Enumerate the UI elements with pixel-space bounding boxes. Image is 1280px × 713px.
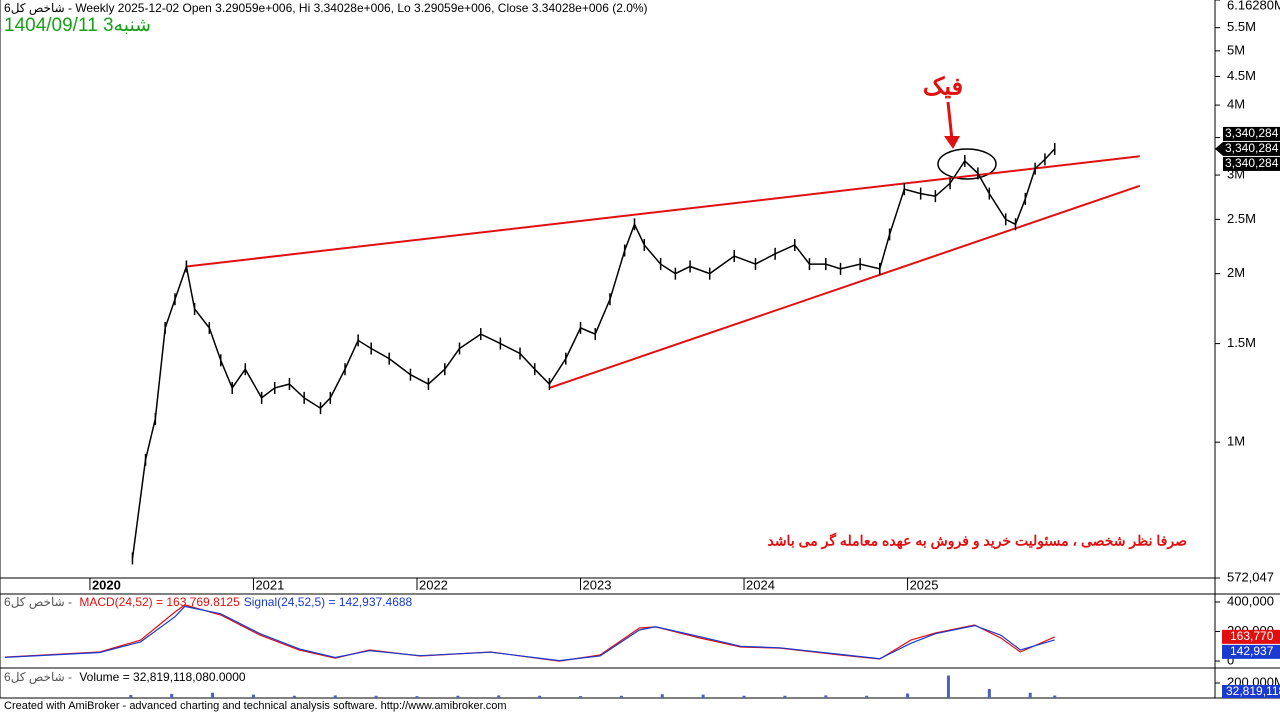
value-tag — [1222, 685, 1280, 698]
y-tick-label: 4M — [1227, 97, 1245, 112]
volume-bar — [170, 693, 174, 698]
price-tag-label: 3,340,284 — [1225, 141, 1279, 155]
volume-bar — [456, 695, 460, 698]
volume-bar — [742, 695, 746, 698]
price-tag-pointer — [1215, 141, 1223, 156]
y-tick-label: 1M — [1227, 434, 1245, 449]
y-tick-label: 0 — [1227, 652, 1234, 667]
x-tick-label: 2024 — [746, 577, 775, 592]
volume-bar — [701, 694, 705, 698]
price-tag-label: 3,340,284 — [1225, 126, 1279, 140]
trend-line — [549, 184, 1141, 389]
volume-bar — [374, 695, 378, 698]
panel-legend: شاخص کل6 - Volume = 32,819,118,080.0000 — [4, 670, 246, 684]
y-tick-label: 5.5M — [1227, 19, 1256, 34]
volume-bar — [906, 693, 910, 698]
volume-bar — [660, 694, 664, 698]
legend-entry: MACD(24,52) = 163,769.8125 — [79, 595, 240, 609]
trend-line — [186, 155, 1140, 268]
disclaimer: صرفا نظر شخصی ، مسئولیت خرید و فروش به ع… — [767, 533, 1187, 550]
legend-entry: Volume = 32,819,118,080.0000 — [79, 670, 246, 684]
y-tick-label: 4.5M — [1227, 68, 1256, 83]
y-tick-label: 572,047 — [1227, 569, 1274, 584]
value-tag-label: 163,770 — [1230, 629, 1274, 643]
y-tick-label: 400,000 — [1227, 593, 1274, 608]
volume-bar — [987, 689, 991, 698]
volume-bar — [783, 695, 787, 698]
y-tick-label: 2.5M — [1227, 211, 1256, 226]
panel-ticker: شاخص کل6 - — [4, 595, 75, 609]
header-title: شاخص کل6 - Weekly 2025-12-02 Open 3.2905… — [4, 1, 648, 15]
y-tick-label: 5M — [1227, 42, 1245, 57]
value-tag — [1222, 629, 1280, 644]
footer: Created with AmiBroker - advanced charti… — [4, 700, 507, 712]
value-tag-label: 32,819,118,080 — [1226, 684, 1280, 698]
highlight-ellipse — [937, 148, 997, 180]
x-tick-label: 2025 — [910, 577, 939, 592]
annotation: فیک — [923, 73, 963, 100]
y-tick-label: 2M — [1227, 265, 1245, 280]
volume-bar — [211, 692, 215, 698]
volume-bar — [538, 695, 542, 698]
y-tick-label: 6.16280M — [1227, 0, 1280, 12]
price-tag — [1223, 156, 1280, 171]
indicator-line — [4, 605, 1055, 662]
volume-bar — [865, 695, 869, 698]
x-tick-label: 2020 — [92, 577, 121, 592]
volume-bar — [415, 696, 419, 698]
y-tick-label: 1.5M — [1227, 335, 1256, 350]
volume-bar — [333, 695, 337, 698]
volume-bar — [946, 675, 950, 698]
volume-bar — [1053, 695, 1057, 698]
price-tag-label: 3,340,284 — [1225, 156, 1279, 170]
price-line — [131, 148, 1056, 559]
legend-entry: Signal(24,52,5) = 142,937.4688 — [244, 595, 413, 609]
volume-bar — [129, 695, 133, 698]
volume-bar — [1028, 692, 1032, 698]
arrow — [946, 101, 954, 141]
volume-bar — [619, 695, 623, 698]
panel-legend: شاخص کل6 - MACD(24,52) = 163,769.8125 Sig… — [4, 595, 413, 609]
price-tag — [1223, 126, 1280, 141]
volume-bar — [251, 694, 255, 698]
volume-bar — [579, 696, 583, 698]
x-tick-label: 2023 — [583, 577, 612, 592]
x-tick-label: 2022 — [419, 577, 448, 592]
volume-bar — [824, 695, 828, 698]
volume-bar — [292, 695, 296, 698]
value-tag — [1222, 644, 1280, 659]
price-tag — [1223, 141, 1280, 156]
panel-ticker: شاخص کل6 - — [4, 670, 75, 684]
header-date: 1404/09/11 3شنبه — [4, 15, 151, 36]
volume-bar — [497, 695, 501, 698]
arrow-head — [944, 136, 960, 149]
x-tick-label: 2021 — [255, 577, 284, 592]
value-tag-label: 142,937 — [1230, 644, 1274, 658]
